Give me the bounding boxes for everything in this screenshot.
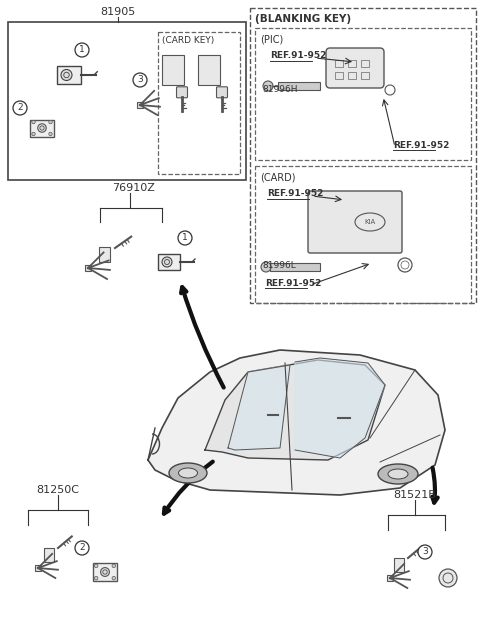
Text: REF.91-952: REF.91-952 xyxy=(265,279,322,287)
Text: REF.91-952: REF.91-952 xyxy=(270,52,326,60)
Bar xyxy=(394,558,404,572)
Circle shape xyxy=(32,120,35,124)
Text: 3: 3 xyxy=(422,547,428,557)
FancyBboxPatch shape xyxy=(177,87,188,97)
Bar xyxy=(158,32,240,174)
FancyBboxPatch shape xyxy=(216,87,228,97)
Bar xyxy=(335,60,343,67)
Text: 1: 1 xyxy=(182,233,188,243)
Text: (BLANKING KEY): (BLANKING KEY) xyxy=(255,14,351,24)
Text: 81905: 81905 xyxy=(100,7,136,17)
Circle shape xyxy=(439,569,457,587)
Bar xyxy=(84,265,91,271)
Circle shape xyxy=(178,231,192,245)
Text: 76910Z: 76910Z xyxy=(112,183,155,193)
Bar xyxy=(162,55,184,85)
Circle shape xyxy=(418,545,432,559)
Text: 2: 2 xyxy=(17,104,23,113)
Bar xyxy=(278,82,320,90)
Text: 81996L: 81996L xyxy=(262,262,296,270)
Bar xyxy=(57,66,81,84)
Circle shape xyxy=(49,120,52,124)
Polygon shape xyxy=(228,365,290,450)
Bar xyxy=(44,548,54,562)
Circle shape xyxy=(32,132,35,136)
Bar xyxy=(387,575,393,581)
Circle shape xyxy=(101,567,109,576)
Circle shape xyxy=(95,576,98,580)
Bar xyxy=(35,565,41,571)
Polygon shape xyxy=(205,360,385,460)
Circle shape xyxy=(112,576,116,580)
Circle shape xyxy=(61,69,72,81)
Circle shape xyxy=(261,262,271,272)
Ellipse shape xyxy=(169,463,207,483)
Text: REF.91-952: REF.91-952 xyxy=(393,140,449,150)
Bar xyxy=(335,72,343,79)
Bar xyxy=(99,247,110,262)
Circle shape xyxy=(263,81,273,91)
Text: (CARD KEY): (CARD KEY) xyxy=(162,35,214,45)
Text: 3: 3 xyxy=(137,75,143,84)
Ellipse shape xyxy=(388,469,408,479)
Circle shape xyxy=(133,73,147,87)
Bar xyxy=(348,72,356,79)
Circle shape xyxy=(75,541,89,555)
Circle shape xyxy=(162,257,172,267)
Bar xyxy=(361,60,369,67)
Text: 1: 1 xyxy=(79,45,85,55)
Bar xyxy=(8,22,246,180)
Text: 2: 2 xyxy=(79,543,85,552)
Ellipse shape xyxy=(378,464,418,484)
Bar xyxy=(30,120,54,136)
Circle shape xyxy=(75,43,89,57)
Circle shape xyxy=(95,564,98,567)
Bar xyxy=(361,72,369,79)
Text: (CARD): (CARD) xyxy=(260,173,296,183)
Circle shape xyxy=(38,124,46,132)
Polygon shape xyxy=(148,350,445,495)
Bar xyxy=(255,28,471,160)
Ellipse shape xyxy=(179,468,197,478)
Polygon shape xyxy=(295,358,385,458)
Text: 81521B: 81521B xyxy=(394,490,436,500)
Bar xyxy=(348,60,356,67)
Circle shape xyxy=(49,132,52,136)
Circle shape xyxy=(112,564,116,567)
Bar xyxy=(250,8,476,303)
Text: REF.91-952: REF.91-952 xyxy=(267,189,324,199)
Bar xyxy=(270,263,320,271)
Bar xyxy=(158,254,180,270)
Bar xyxy=(137,102,143,108)
FancyBboxPatch shape xyxy=(326,48,384,88)
Text: KIA: KIA xyxy=(364,219,376,225)
Bar xyxy=(198,55,220,85)
Text: 81996H: 81996H xyxy=(262,86,298,94)
Text: 81250C: 81250C xyxy=(36,485,80,495)
Bar xyxy=(93,563,117,581)
Bar xyxy=(255,166,471,303)
Circle shape xyxy=(13,101,27,115)
FancyBboxPatch shape xyxy=(308,191,402,253)
Text: (PIC): (PIC) xyxy=(260,34,283,44)
